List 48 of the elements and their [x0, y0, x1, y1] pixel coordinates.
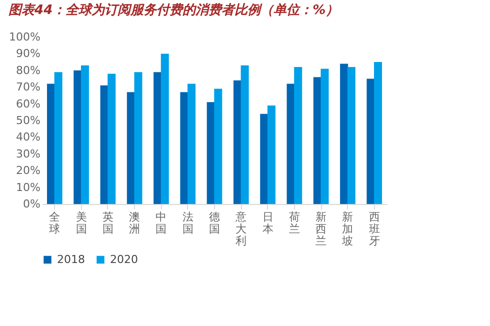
bar — [74, 70, 82, 204]
x-tick-label: 新西兰 — [316, 210, 327, 248]
x-tick-label: 荷兰 — [288, 210, 300, 236]
y-tick-label: 90% — [16, 47, 40, 60]
bar — [374, 62, 382, 204]
x-tick-label: 新加坡 — [341, 210, 354, 248]
x-tick-label: 德国 — [209, 210, 220, 236]
bar — [260, 114, 268, 204]
y-tick-label: 50% — [16, 114, 40, 127]
y-tick-label: 100% — [9, 30, 40, 44]
x-tick-label: 意大利 — [234, 210, 247, 248]
bar — [366, 78, 375, 204]
y-tick-label: 10% — [16, 180, 40, 194]
y-tick-label: 30% — [16, 147, 40, 160]
y-tick-label: 40% — [16, 130, 40, 144]
bar — [134, 72, 142, 204]
x-tick-label: 西班牙 — [368, 210, 380, 248]
x-tick-label: 英国 — [102, 210, 114, 236]
bar — [160, 54, 169, 204]
x-tick-label: 澳洲 — [129, 210, 140, 236]
x-tick-label: 法国 — [182, 210, 194, 236]
bar — [340, 64, 348, 204]
chart-title: 图表44：全球为订阅服务付费的消费者比例（单位：%） — [8, 2, 339, 18]
bar — [54, 72, 62, 204]
y-tick-label: 20% — [16, 164, 40, 178]
x-tick-label: 中国 — [156, 210, 167, 236]
y-tick-label: 60% — [16, 97, 40, 110]
y-tick-label: 80% — [16, 64, 40, 77]
bar — [188, 84, 196, 204]
bar — [294, 67, 302, 204]
y-tick-label: 0% — [23, 198, 40, 210]
x-tick-label: 日本 — [262, 210, 274, 236]
x-tick-label: 美国 — [76, 210, 87, 236]
x-tick-label: 全球 — [49, 210, 60, 236]
bar — [108, 74, 116, 204]
bar — [233, 80, 242, 204]
y-tick-label: 70% — [16, 80, 40, 94]
bar — [320, 68, 329, 204]
legend-label: 2020 — [110, 252, 138, 266]
bar — [347, 67, 356, 204]
bar — [180, 92, 188, 204]
bar — [214, 88, 222, 204]
bar — [46, 84, 55, 204]
bar — [240, 65, 249, 204]
bar — [267, 105, 276, 204]
bar — [80, 65, 89, 204]
bar — [154, 72, 162, 204]
legend-label: 2018 — [57, 252, 85, 266]
